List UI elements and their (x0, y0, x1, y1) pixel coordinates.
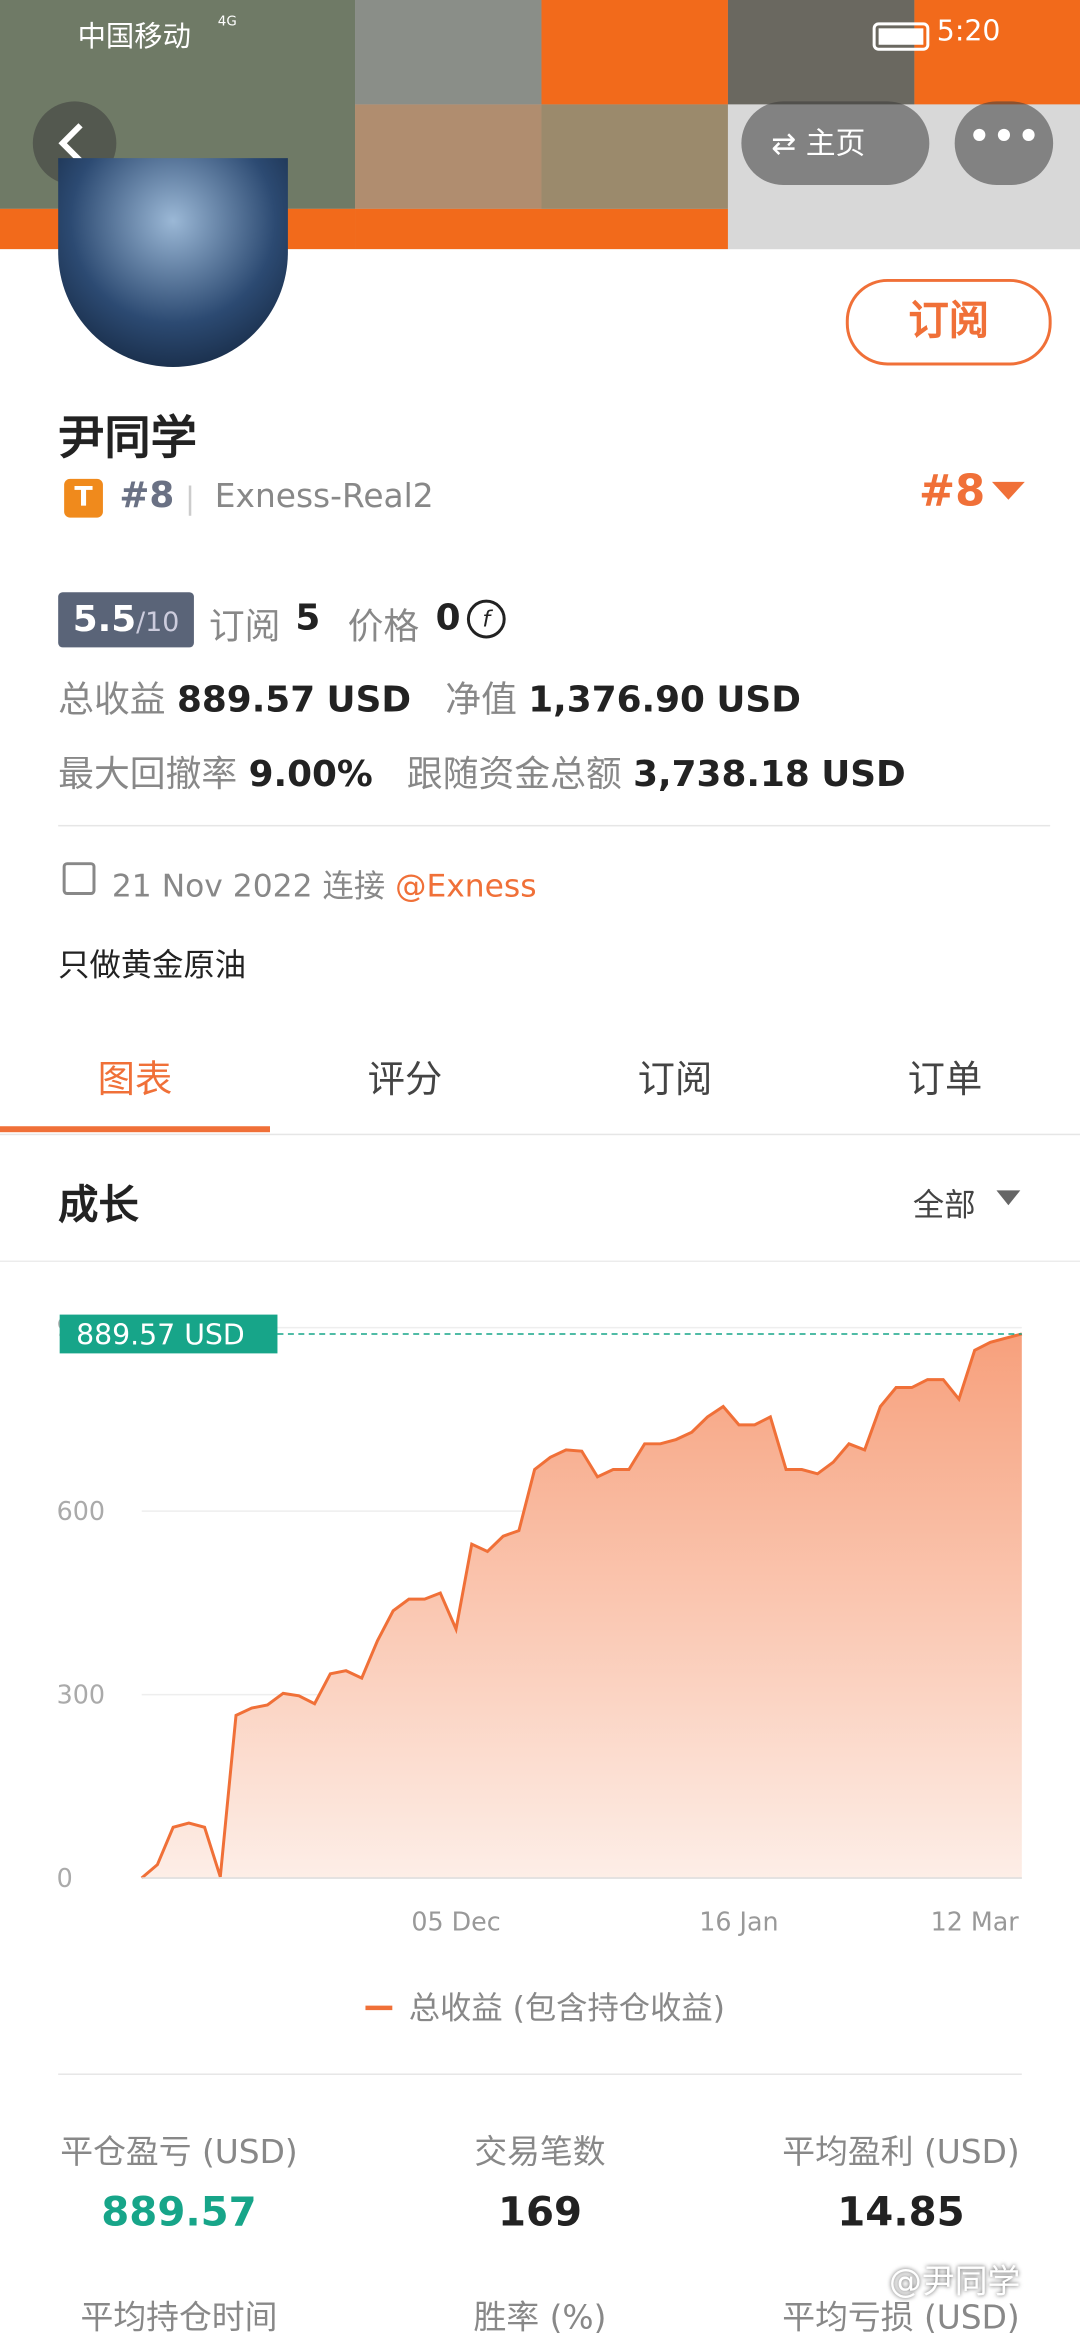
connect-text: 连接 (322, 868, 386, 904)
tab-indicator (0, 1126, 270, 1133)
subs-value: 5 (295, 596, 321, 639)
annotation-tag (59, 1314, 278, 1354)
summary-label: 胜率 (%) (473, 2300, 607, 2338)
follow-label: 跟随资金总额 (406, 753, 622, 796)
price-value: 0 (435, 596, 461, 639)
carrier: 中国移动 (77, 20, 191, 54)
summary-label: 平均亏损 (USD) (782, 2300, 1020, 2338)
subscribe-button[interactable]: 订阅 (845, 278, 1052, 366)
calendar-icon (62, 862, 96, 896)
summary-value: 14.85 (837, 2189, 965, 2237)
y-tick-label: 0 (57, 1863, 73, 1893)
home-label: 主页 (805, 125, 866, 162)
filter-caret (996, 1190, 1021, 1206)
tab[interactable]: 图表 (97, 1057, 173, 1101)
summary-label: 交易笔数 (474, 2134, 606, 2172)
stats-line-1: 总收益 889.57 USD 净值 1,376.90 USD (58, 670, 801, 722)
price-label: 价格 (347, 605, 420, 648)
equity-value: 1,376.90 (528, 678, 705, 721)
drawdown-label: 最大回撤率 (58, 753, 238, 796)
equity-label: 净值 (445, 678, 517, 721)
more-button[interactable]: ••• (954, 101, 1054, 185)
header-collage: ⇄ 主页 ••• 中国移动 4G 5:20 (0, 0, 1080, 250)
summary-value: 889.57 (101, 2189, 257, 2237)
subs-label: 订阅 (208, 605, 281, 648)
connect-date: 21 Nov 2022 (111, 868, 313, 904)
equity-unit: USD (716, 678, 801, 721)
broker-link[interactable]: @Exness (395, 868, 537, 904)
battery (872, 22, 930, 51)
summary-label: 平仓盈亏 (USD) (60, 2134, 298, 2172)
total-value: 889.57 (176, 678, 316, 721)
summary-value: 169 (497, 2189, 583, 2237)
section-title: 成长 (58, 1182, 139, 1230)
account: Exness-Real2 (214, 478, 434, 517)
score-max: /10 (136, 607, 180, 639)
follow-unit: USD (821, 753, 906, 796)
area-fill (141, 1333, 1022, 1879)
tab[interactable]: 评分 (367, 1057, 443, 1101)
x-tick-label: 16 Jan (699, 1906, 778, 1936)
y-tick-label: 600 (57, 1496, 105, 1526)
y-tick-label: 300 (57, 1680, 105, 1710)
watermark: @尹同学 (889, 2264, 1021, 2302)
home-button[interactable]: ⇄ 主页 (741, 101, 930, 185)
x-tick-label: 05 Dec (411, 1906, 500, 1936)
drawdown-value: 9.00% (248, 753, 373, 796)
rank-dropdown[interactable] (991, 481, 1025, 500)
badge: T (64, 478, 103, 518)
bio: 只做黄金原油 (58, 947, 247, 984)
annotation-label: 889.57 USD (76, 1318, 245, 1351)
rank-right: #8 (918, 465, 986, 517)
range-filter[interactable]: 全部 (912, 1187, 976, 1224)
connect-line: 21 Nov 2022 连接 @Exness (112, 862, 537, 907)
user-name: 尹同学 (58, 411, 197, 466)
x-tick-label: 12 Mar (931, 1906, 1020, 1936)
score-badge: 5.5/10 (58, 592, 194, 648)
coin-icon: f (466, 599, 506, 639)
network: 4G (217, 14, 237, 30)
tab[interactable]: 订单 (907, 1057, 983, 1101)
avatar (58, 158, 288, 367)
tab-bar: 图表 评分 订阅 订单 (0, 1014, 1080, 1133)
score: 5.5 (72, 598, 137, 640)
time: 5:20 (936, 14, 1001, 48)
total-label: 总收益 (58, 678, 166, 721)
tab[interactable]: 订阅 (637, 1057, 713, 1101)
stats-line-2: 最大回撤率 9.00% 跟随资金总额 3,738.18 USD (58, 744, 906, 796)
summary-label: 平均盈利 (USD) (782, 2134, 1020, 2172)
line (140, 1332, 1023, 1880)
rank: #8 (119, 474, 175, 517)
divider (58, 824, 1051, 827)
total-unit: USD (326, 678, 412, 721)
follow-value: 3,738.18 (633, 753, 810, 796)
legend-label: 总收益 (包含持仓收益) (409, 1990, 725, 2026)
summary-label: 平均持仓时间 (80, 2300, 278, 2338)
